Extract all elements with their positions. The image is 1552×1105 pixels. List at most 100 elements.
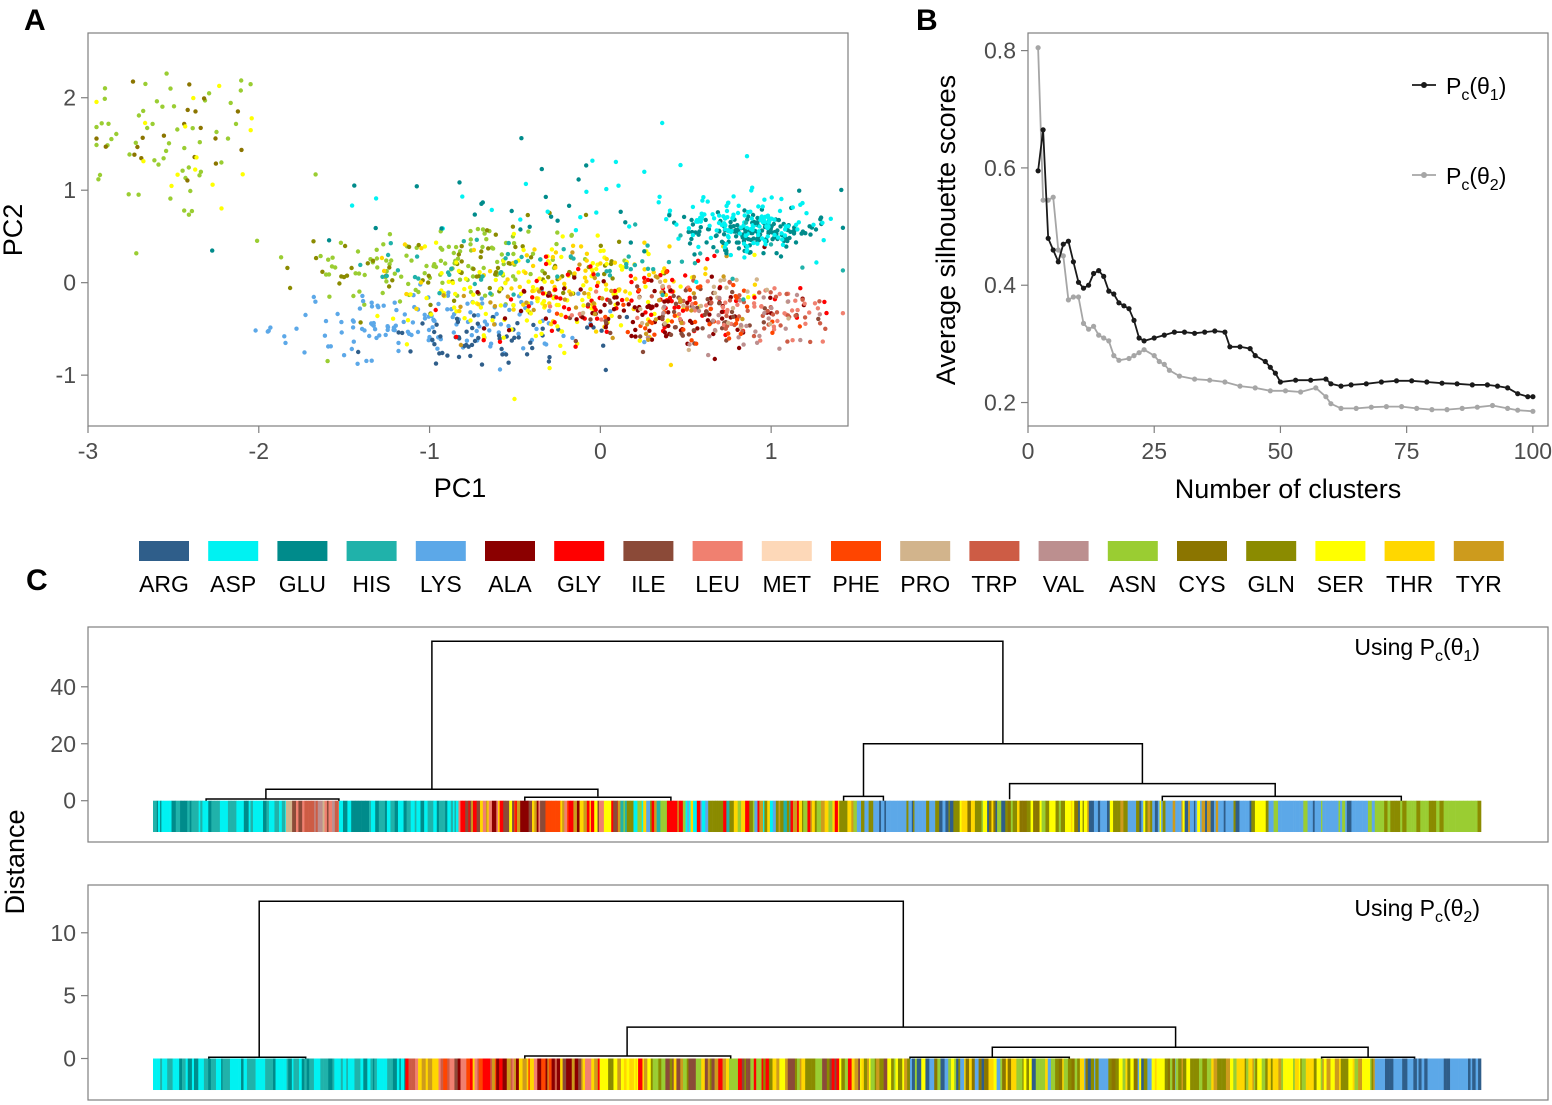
strip-leaf bbox=[191, 1058, 195, 1091]
strip-leaf bbox=[466, 1058, 471, 1091]
scatter-point bbox=[664, 269, 669, 275]
scatter-point bbox=[813, 227, 819, 232]
scatter-point bbox=[621, 302, 626, 307]
strip-leaf bbox=[354, 800, 359, 833]
strip-leaf bbox=[712, 1058, 715, 1091]
strip-leaf bbox=[1096, 800, 1099, 833]
scatter-point bbox=[744, 154, 750, 159]
strip-leaf bbox=[399, 1058, 402, 1091]
scatter-point bbox=[628, 240, 633, 245]
strip-leaf bbox=[523, 800, 528, 833]
scatter-point bbox=[609, 313, 614, 319]
scatter-point bbox=[612, 288, 617, 294]
scatter-point bbox=[524, 253, 529, 258]
strip-leaf bbox=[342, 1058, 347, 1091]
scatter-point bbox=[808, 232, 813, 237]
scatter-point bbox=[386, 284, 392, 289]
strip-leaf bbox=[175, 800, 181, 833]
strip-leaf bbox=[1425, 800, 1430, 833]
scatter-point bbox=[188, 188, 193, 194]
strip-leaf bbox=[163, 800, 169, 833]
scatter-point bbox=[740, 316, 745, 322]
scatter-point bbox=[795, 307, 800, 313]
strip-leaf bbox=[496, 800, 499, 833]
scatter-point bbox=[691, 274, 697, 280]
strip-leaf bbox=[902, 1058, 905, 1091]
series-point-theta2 bbox=[1151, 353, 1157, 359]
scatter-point bbox=[749, 216, 754, 221]
strip-leaf bbox=[1190, 1058, 1194, 1091]
scatter-point bbox=[766, 316, 771, 321]
series-point-theta1 bbox=[1505, 385, 1511, 391]
scatter-point bbox=[583, 268, 588, 273]
strip-leaf bbox=[520, 800, 525, 833]
strip-leaf bbox=[680, 800, 684, 833]
strip-leaf bbox=[234, 800, 237, 833]
scatter-point bbox=[303, 312, 308, 318]
strip-leaf bbox=[1406, 800, 1411, 833]
strip-leaf bbox=[370, 800, 374, 833]
scatter-point bbox=[706, 227, 712, 232]
strip-leaf bbox=[811, 800, 816, 833]
scatter-point bbox=[753, 329, 758, 334]
strip-leaf bbox=[1393, 1058, 1398, 1091]
strip-leaf bbox=[1077, 1058, 1081, 1091]
scatter-point bbox=[350, 325, 356, 330]
strip-leaf bbox=[906, 800, 909, 833]
strip-leaf bbox=[967, 800, 972, 833]
strip-leaf bbox=[1139, 800, 1142, 833]
scatter-point bbox=[408, 292, 413, 297]
strip-leaf bbox=[1413, 800, 1417, 833]
scatter-point bbox=[593, 329, 599, 334]
strip-leaf bbox=[428, 800, 432, 833]
scatter-point bbox=[588, 264, 593, 269]
scatter-point bbox=[581, 283, 586, 288]
series-point-theta2 bbox=[1399, 404, 1405, 410]
series-point-theta1 bbox=[1494, 383, 1501, 389]
strip-leaf bbox=[1007, 800, 1012, 833]
strip-leaf bbox=[378, 800, 381, 833]
scatter-point bbox=[439, 271, 444, 276]
strip-leaf bbox=[918, 800, 923, 833]
scatter-point bbox=[566, 203, 572, 208]
y-tick-label: 0 bbox=[63, 788, 76, 814]
legend-swatch-glu bbox=[277, 541, 328, 561]
strip-leaf bbox=[354, 1058, 358, 1091]
strip-leaf bbox=[1188, 800, 1191, 833]
strip-leaf bbox=[1164, 1058, 1169, 1091]
scatter-point bbox=[771, 327, 777, 332]
strip-leaf bbox=[867, 800, 869, 833]
scatter-point bbox=[784, 244, 789, 249]
strip-leaf bbox=[505, 800, 510, 833]
strip-leaf bbox=[636, 1058, 639, 1091]
scatter-frame bbox=[87, 32, 849, 427]
strip-leaf bbox=[1047, 1058, 1052, 1091]
strip-leaf bbox=[650, 1058, 653, 1091]
strip-leaf bbox=[1261, 800, 1267, 833]
strip-leaf bbox=[191, 800, 196, 833]
scatter-point bbox=[135, 144, 140, 150]
scatter-point bbox=[639, 320, 645, 326]
strip-leaf bbox=[176, 1058, 180, 1091]
strip-leaf bbox=[421, 1058, 425, 1091]
strip-leaf bbox=[396, 1058, 400, 1091]
scatter-point bbox=[451, 298, 457, 303]
strip-leaf bbox=[562, 1058, 567, 1091]
strip-leaf bbox=[1104, 800, 1108, 833]
strip-leaf bbox=[273, 1058, 276, 1091]
scatter-point bbox=[565, 272, 571, 277]
strip-leaf bbox=[981, 1058, 985, 1091]
scatter-point bbox=[594, 210, 599, 215]
scatter-point bbox=[793, 222, 799, 227]
scatter-point bbox=[629, 333, 634, 339]
strip-leaf bbox=[547, 1058, 549, 1091]
scatter-point bbox=[719, 309, 725, 315]
series-point-theta2 bbox=[1136, 350, 1142, 356]
strip-leaf bbox=[707, 1058, 711, 1091]
scatter-point bbox=[380, 290, 385, 296]
legend-label-his: HIS bbox=[352, 571, 390, 597]
scatter-point bbox=[640, 259, 645, 264]
scatter-point bbox=[549, 328, 555, 333]
scatter-point bbox=[219, 160, 224, 165]
